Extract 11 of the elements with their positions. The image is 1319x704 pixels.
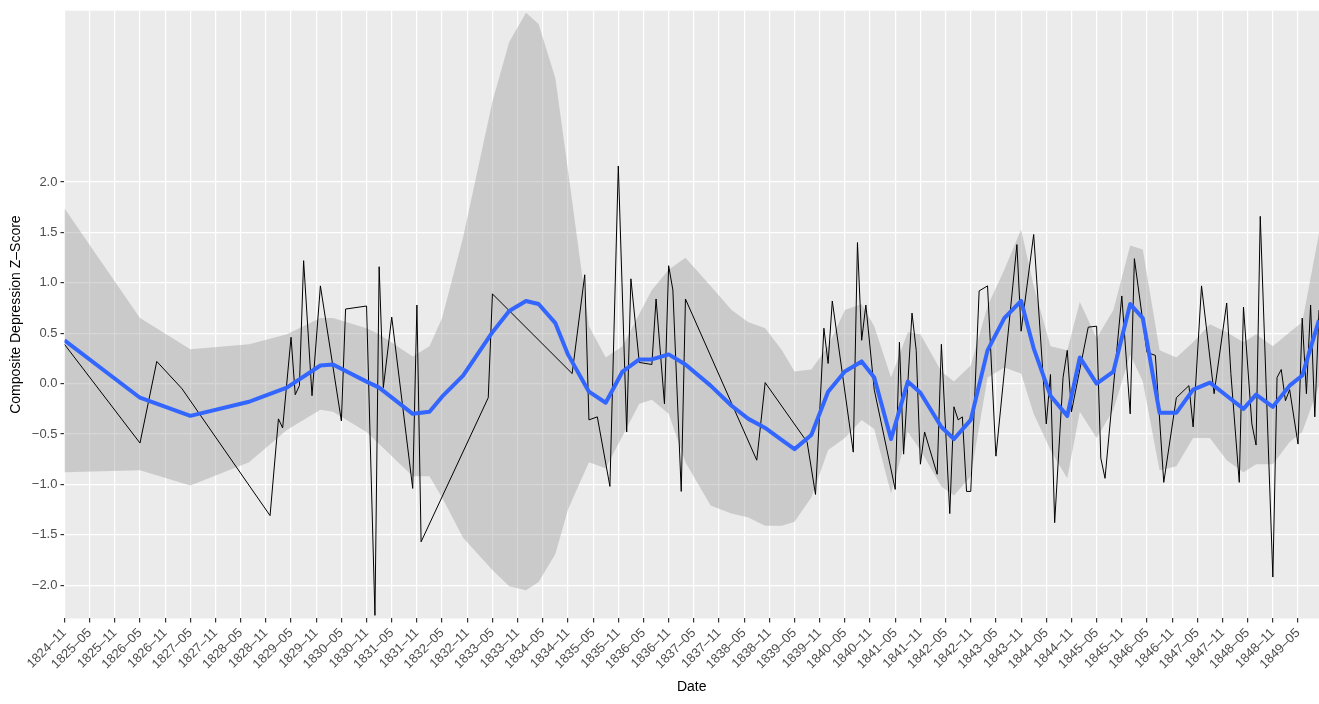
x-axis-title: Date bbox=[676, 678, 707, 695]
y-tick-label: −1.5 bbox=[31, 526, 58, 542]
y-tick-label: −2.0 bbox=[31, 576, 58, 592]
y-tick-label: 0.0 bbox=[39, 375, 58, 391]
y-tick-label: 2.0 bbox=[39, 173, 58, 189]
y-tick-label: −1.0 bbox=[31, 475, 58, 491]
y-axis-title: Composite Depression Z–Score bbox=[7, 215, 24, 414]
y-tick-label: 1.0 bbox=[39, 274, 58, 290]
y-tick-label: −0.5 bbox=[31, 425, 58, 441]
y-tick-label: 1.5 bbox=[39, 224, 58, 240]
y-tick-label: 0.5 bbox=[39, 324, 58, 340]
